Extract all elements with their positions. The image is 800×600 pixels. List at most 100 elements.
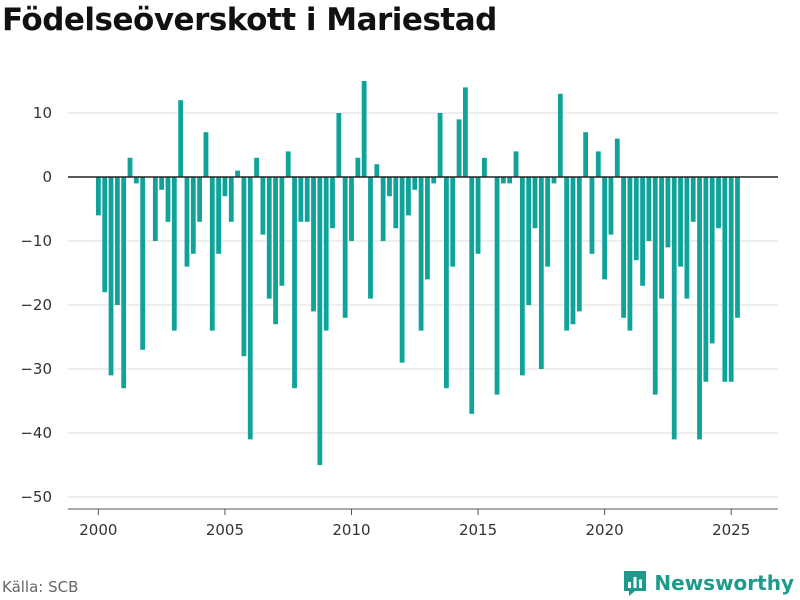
y-tick-label: −50 bbox=[20, 488, 52, 506]
x-tick-label: 2005 bbox=[206, 521, 244, 539]
bar bbox=[133, 177, 139, 184]
bar bbox=[152, 177, 158, 241]
bar bbox=[203, 132, 209, 177]
bar bbox=[273, 177, 278, 325]
bar bbox=[298, 177, 304, 222]
bar bbox=[279, 177, 285, 286]
bar bbox=[716, 177, 721, 229]
x-axis-ticks: 2000 2005 2010 2015 2020 2025 bbox=[79, 509, 750, 539]
newsworthy-brand: Newsworthy bbox=[622, 568, 794, 598]
bar bbox=[368, 177, 373, 299]
bar bbox=[184, 177, 190, 267]
bar bbox=[171, 177, 177, 331]
bar bbox=[418, 177, 424, 331]
bar bbox=[665, 177, 671, 248]
bar bbox=[95, 177, 101, 216]
bar bbox=[190, 177, 196, 254]
bar bbox=[500, 177, 506, 184]
bar bbox=[463, 87, 468, 177]
bar bbox=[216, 177, 222, 254]
bar bbox=[557, 93, 563, 177]
axes bbox=[68, 176, 778, 510]
bar bbox=[292, 177, 297, 389]
x-tick-label: 2010 bbox=[332, 521, 370, 539]
source-note: Källa: SCB bbox=[2, 578, 79, 596]
bar-series bbox=[95, 81, 740, 465]
bar bbox=[437, 113, 443, 177]
bar bbox=[108, 177, 114, 376]
bar bbox=[728, 177, 734, 382]
y-axis-ticks: 10 0 −10 −20 −30 −40 −50 bbox=[20, 104, 52, 506]
bar bbox=[235, 170, 240, 177]
y-tick-label: −10 bbox=[20, 232, 52, 250]
bar bbox=[532, 177, 538, 229]
bar bbox=[222, 177, 228, 197]
bar bbox=[621, 177, 626, 318]
bar bbox=[684, 177, 690, 299]
bar bbox=[349, 177, 354, 241]
bar bbox=[703, 177, 709, 382]
bar bbox=[690, 177, 696, 222]
bar bbox=[336, 113, 342, 177]
bar bbox=[387, 177, 392, 197]
bar bbox=[538, 177, 544, 369]
bar bbox=[140, 177, 146, 350]
bar bbox=[697, 177, 702, 440]
bar bbox=[608, 177, 614, 235]
bar bbox=[659, 177, 664, 299]
chart-title: Födelseöverskott i Mariestad bbox=[2, 2, 497, 38]
bar bbox=[469, 177, 475, 414]
bar bbox=[323, 177, 329, 331]
bar bbox=[431, 177, 437, 184]
x-tick-label: 2015 bbox=[459, 521, 497, 539]
bar bbox=[513, 151, 519, 177]
brand-name: Newsworthy bbox=[654, 571, 794, 595]
bar bbox=[178, 100, 184, 177]
bar bbox=[355, 157, 361, 177]
bar bbox=[551, 177, 557, 184]
bar bbox=[614, 138, 620, 177]
bar bbox=[374, 164, 380, 177]
bar bbox=[380, 177, 386, 241]
bar bbox=[127, 157, 133, 177]
bar bbox=[304, 177, 310, 222]
bar bbox=[121, 177, 127, 389]
bar bbox=[444, 177, 449, 389]
bar bbox=[475, 177, 481, 254]
bar bbox=[399, 177, 405, 363]
bar bbox=[412, 177, 418, 190]
bar bbox=[114, 177, 120, 305]
newsworthy-logo-icon bbox=[624, 571, 647, 596]
bar bbox=[583, 132, 589, 177]
bar bbox=[247, 177, 253, 440]
bar bbox=[671, 177, 677, 440]
bar bbox=[576, 177, 582, 312]
y-tick-label: −40 bbox=[20, 424, 52, 442]
bar bbox=[254, 157, 259, 177]
bar bbox=[260, 177, 266, 235]
bar bbox=[589, 177, 595, 254]
bar bbox=[330, 177, 335, 229]
bar bbox=[494, 177, 500, 395]
bar bbox=[241, 177, 247, 357]
bar bbox=[266, 177, 272, 299]
x-tick-label: 2020 bbox=[586, 521, 624, 539]
bar bbox=[456, 119, 462, 177]
bar bbox=[342, 177, 348, 318]
bar bbox=[602, 177, 608, 280]
bar bbox=[507, 177, 513, 184]
bar bbox=[678, 177, 683, 267]
bar bbox=[317, 177, 323, 465]
y-tick-label: −30 bbox=[20, 360, 52, 378]
y-tick-label: −20 bbox=[20, 296, 52, 314]
bar bbox=[627, 177, 633, 331]
bar bbox=[652, 177, 658, 395]
y-tick-label: 10 bbox=[33, 104, 52, 122]
bar bbox=[285, 151, 291, 177]
bar bbox=[165, 177, 171, 222]
bar bbox=[393, 177, 399, 229]
bar bbox=[722, 177, 728, 382]
bar bbox=[526, 177, 532, 305]
bar bbox=[640, 177, 645, 286]
